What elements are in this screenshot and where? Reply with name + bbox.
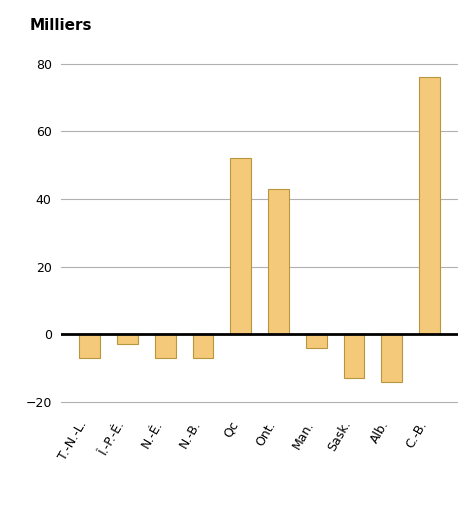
Text: Milliers: Milliers [30,18,92,33]
Bar [268,189,289,334]
Bar [193,334,213,358]
Bar [419,77,440,334]
Bar [381,334,402,381]
Bar [306,334,327,348]
Bar [344,334,364,378]
Bar [230,158,251,334]
Bar [155,334,176,358]
Bar [117,334,138,344]
Bar [79,334,100,358]
